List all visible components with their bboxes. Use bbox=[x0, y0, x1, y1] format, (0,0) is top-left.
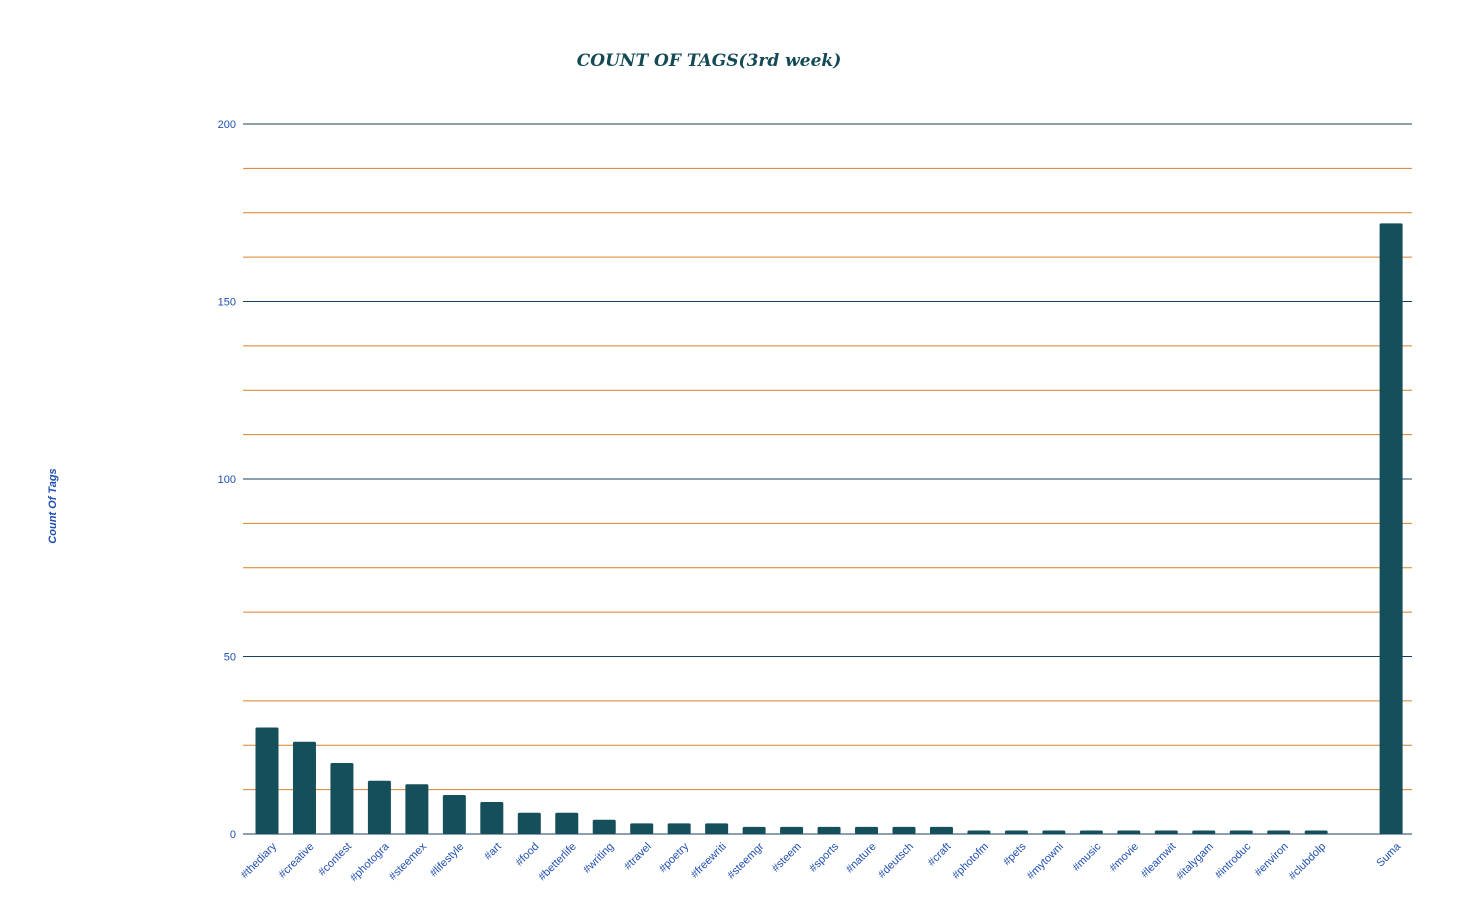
bars bbox=[255, 223, 1403, 834]
x-tick-label: #steemex bbox=[387, 840, 430, 883]
x-tick-label: #photogra bbox=[348, 840, 392, 884]
y-tick-label: 200 bbox=[218, 119, 236, 131]
x-tick-label: #clubdolp bbox=[1286, 841, 1328, 883]
bar bbox=[517, 812, 541, 834]
x-tick-label: #music bbox=[1070, 840, 1103, 873]
y-tick-label: 0 bbox=[230, 829, 236, 841]
bar bbox=[1379, 223, 1403, 834]
bar bbox=[967, 830, 991, 834]
bar bbox=[667, 823, 691, 834]
bar bbox=[855, 826, 879, 834]
bar bbox=[292, 741, 316, 834]
bar bbox=[555, 812, 579, 834]
x-tick-label: #contest bbox=[316, 841, 354, 879]
bar bbox=[1079, 830, 1103, 834]
x-tick-label: #craft bbox=[926, 841, 954, 869]
x-tick-label: #travel bbox=[622, 841, 654, 873]
x-tick-label: #freewriti bbox=[689, 841, 729, 881]
bar bbox=[1004, 830, 1028, 834]
x-tick-label: #pets bbox=[1001, 840, 1029, 868]
x-axis-ticks: #thediary#creative #contest#photogra#stee… bbox=[239, 840, 1404, 884]
bar bbox=[1304, 830, 1328, 834]
x-tick-label: #italygam bbox=[1174, 841, 1216, 883]
y-axis-label: Count Of Tags bbox=[47, 468, 59, 543]
bar bbox=[817, 826, 841, 834]
x-tick-label: #food bbox=[513, 841, 541, 869]
bar bbox=[892, 826, 916, 834]
bar bbox=[405, 784, 429, 834]
x-tick-label: #photofm bbox=[950, 841, 991, 882]
x-tick-label: #betterlife bbox=[536, 841, 579, 884]
bar bbox=[742, 826, 766, 834]
x-tick-label: #lifestyle bbox=[428, 841, 467, 880]
x-tick-label: #movie bbox=[1107, 841, 1141, 875]
bar bbox=[1042, 830, 1066, 834]
y-tick-label: 100 bbox=[218, 474, 236, 486]
x-tick-label: #nature bbox=[844, 841, 879, 876]
bar bbox=[1267, 830, 1291, 834]
x-tick-label: #deutsch bbox=[876, 841, 916, 881]
bar bbox=[1192, 830, 1216, 834]
bar bbox=[1117, 830, 1141, 834]
x-tick-label: #writing bbox=[581, 841, 616, 876]
bar bbox=[330, 763, 354, 834]
x-tick-label: #creative bbox=[277, 841, 317, 881]
y-tick-label: 50 bbox=[224, 652, 236, 664]
x-tick-label: #thediary bbox=[239, 840, 280, 881]
bar bbox=[592, 819, 616, 834]
chart-title: COUNT OF TAGS(3rd week) bbox=[577, 51, 842, 71]
bar bbox=[780, 826, 804, 834]
x-tick-label: #art bbox=[482, 841, 504, 863]
bar bbox=[255, 727, 279, 834]
bar bbox=[480, 802, 504, 834]
bar bbox=[1154, 830, 1178, 834]
x-tick-label: #poetry bbox=[657, 840, 692, 875]
bar bbox=[367, 780, 391, 834]
y-axis-ticks: 0 50 100 150 200 bbox=[218, 119, 236, 841]
x-tick-label: Suma bbox=[1374, 840, 1403, 869]
x-tick-label: #steem bbox=[770, 841, 804, 875]
x-tick-label: #environ bbox=[1252, 841, 1290, 879]
bar bbox=[442, 794, 466, 834]
bar bbox=[929, 826, 953, 834]
gridlines bbox=[243, 123, 1412, 835]
bar bbox=[705, 823, 729, 834]
x-tick-label: #steemgr bbox=[725, 840, 766, 881]
y-tick-label: 150 bbox=[218, 297, 236, 309]
x-tick-label: #mytowni bbox=[1025, 841, 1066, 882]
x-tick-label: #learnwit bbox=[1139, 841, 1179, 881]
x-tick-label: #introduc bbox=[1213, 840, 1254, 881]
bar bbox=[630, 823, 654, 834]
bar bbox=[1229, 830, 1253, 834]
x-tick-label: #sports bbox=[807, 840, 841, 874]
